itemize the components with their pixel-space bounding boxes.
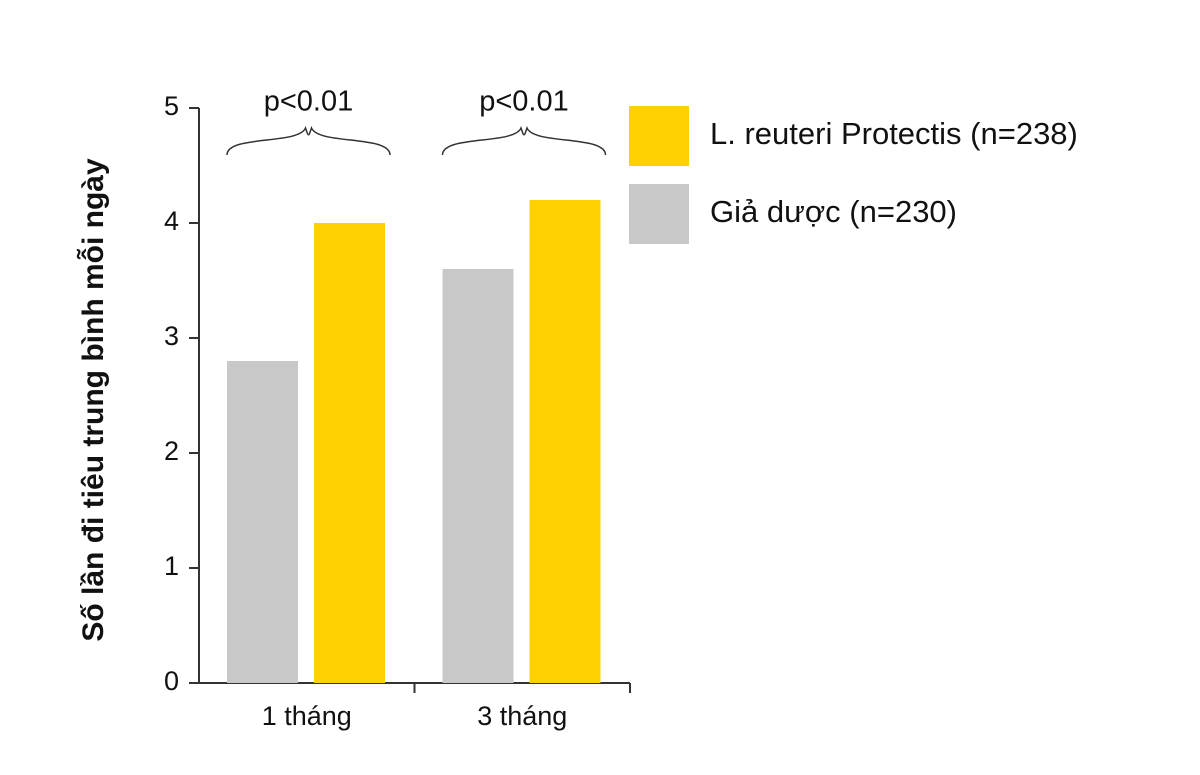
y-axis-label: Số lần đi tiêu trung bình mỗi ngày [76, 158, 110, 642]
y-tick-label: 1 [164, 551, 179, 581]
legend-swatch [629, 106, 689, 166]
legend-swatch [629, 184, 689, 244]
annotation: p<0.01 [264, 86, 354, 118]
legend-label: Giả dược (n=230) [710, 194, 957, 229]
brace [226, 125, 391, 156]
bar [529, 200, 601, 683]
y-tick-label: 3 [164, 321, 179, 351]
bar [314, 223, 385, 683]
y-tick-label: 0 [164, 666, 179, 696]
x-tick-label: 1 tháng [262, 701, 352, 731]
bar [227, 361, 298, 683]
x-tick-label: 3 tháng [477, 701, 567, 731]
brace [441, 125, 607, 156]
y-tick-label: 5 [164, 91, 179, 121]
bar [442, 269, 514, 683]
legend-label: L. reuteri Protectis (n=238) [710, 116, 1078, 151]
y-tick-label: 4 [164, 206, 179, 236]
y-tick-label: 2 [164, 436, 179, 466]
annotation: p<0.01 [479, 86, 569, 118]
